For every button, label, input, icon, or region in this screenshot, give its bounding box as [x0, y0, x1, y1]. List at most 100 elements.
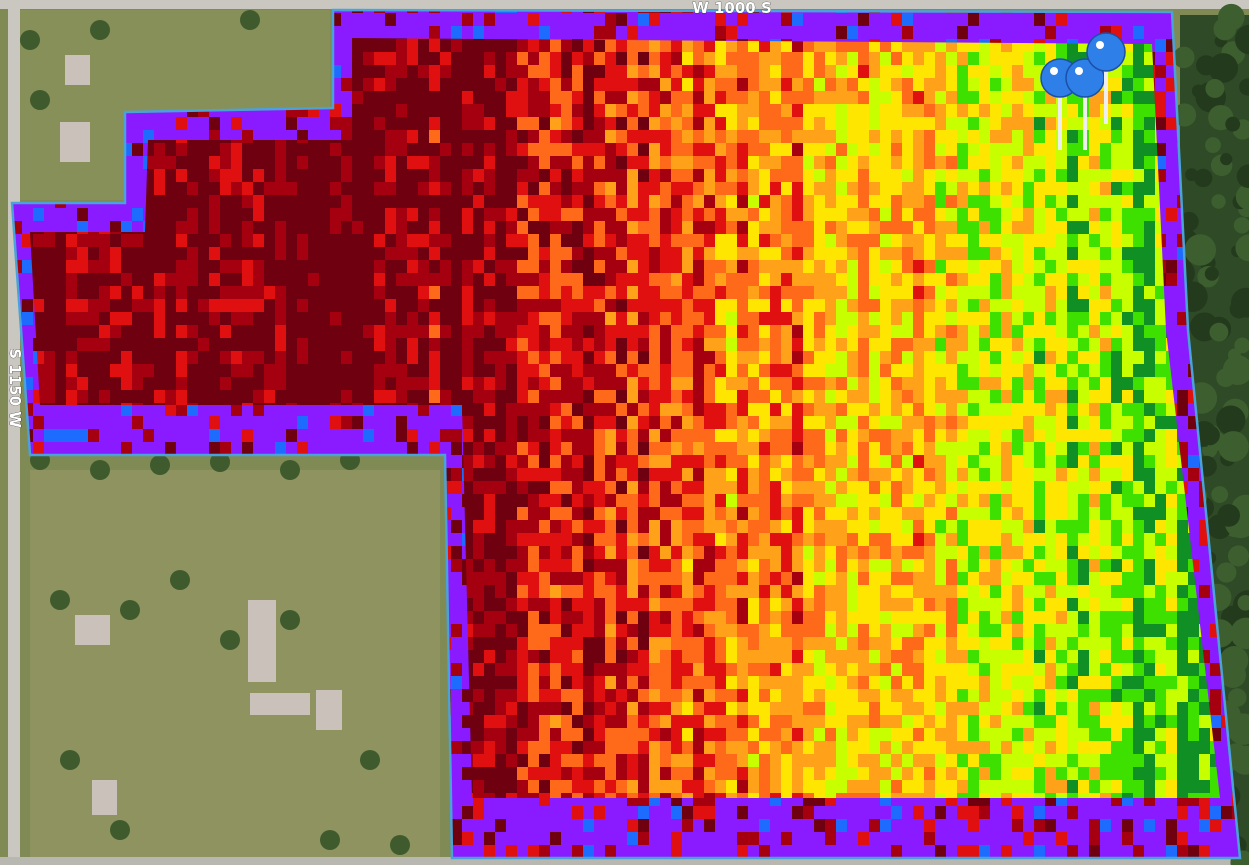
- edge-cell: [1089, 832, 1100, 845]
- yield-cell: [88, 286, 99, 299]
- yield-cell: [220, 234, 231, 247]
- yield-cell: [231, 182, 242, 195]
- yield-cell: [286, 247, 297, 260]
- yield-cell: [253, 364, 264, 377]
- yield-cell: [231, 169, 242, 182]
- yield-cell: [264, 247, 275, 260]
- edge-cell: [836, 26, 847, 39]
- yield-cell: [242, 182, 253, 195]
- yield-cell: [198, 156, 209, 169]
- yield-cell: [264, 390, 275, 403]
- yield-cell: [77, 325, 88, 338]
- yield-cell: [308, 208, 319, 221]
- yield-cell: [297, 169, 308, 182]
- yield-cell: [330, 390, 341, 403]
- edge-cell: [792, 832, 803, 845]
- edge-cell: [1012, 806, 1023, 819]
- edge-cell: [1210, 689, 1221, 702]
- yield-cell: [55, 260, 66, 273]
- yield-cell: [297, 273, 308, 286]
- yield-cell: [66, 390, 77, 403]
- yield-cell: [297, 286, 308, 299]
- yield-cell: [209, 351, 220, 364]
- yield-cell: [253, 325, 264, 338]
- edge-cell: [451, 663, 462, 676]
- edge-cell: [1166, 832, 1177, 845]
- yield-cell: [77, 260, 88, 273]
- yield-cell: [99, 299, 110, 312]
- yield-cell: [143, 273, 154, 286]
- edge-cell: [1166, 325, 1177, 338]
- edge-cell: [165, 442, 176, 455]
- edge-cell: [341, 104, 352, 117]
- yield-cell: [187, 221, 198, 234]
- yield-cell: [264, 325, 275, 338]
- yield-cell: [132, 260, 143, 273]
- yield-cell: [198, 286, 209, 299]
- yield-cell: [176, 273, 187, 286]
- yield-cell: [154, 299, 165, 312]
- yield-cell: [88, 299, 99, 312]
- yield-cell: [88, 273, 99, 286]
- yield-cell: [319, 260, 330, 273]
- yield-cell: [231, 273, 242, 286]
- yield-cell: [286, 195, 297, 208]
- yield-cell: [319, 312, 330, 325]
- yield-cell: [286, 208, 297, 221]
- edge-cell: [1210, 702, 1221, 715]
- yield-cell: [297, 156, 308, 169]
- yield-cell: [209, 299, 220, 312]
- yield-cell: [264, 143, 275, 156]
- edge-cell: [891, 845, 902, 858]
- tree: [280, 610, 300, 630]
- edge-cell: [1122, 819, 1133, 832]
- yield-cell: [187, 247, 198, 260]
- yield-cell: [99, 247, 110, 260]
- yield-cell: [242, 364, 253, 377]
- edge-cell: [594, 26, 605, 39]
- edge-cell: [1177, 845, 1188, 858]
- edge-cell: [726, 845, 737, 858]
- yield-cell: [275, 234, 286, 247]
- edge-cell: [484, 13, 495, 26]
- edge-cell: [693, 845, 704, 858]
- yield-cell: [209, 221, 220, 234]
- edge-cell: [1177, 832, 1188, 845]
- yield-cell: [154, 325, 165, 338]
- yield-cell: [308, 390, 319, 403]
- yield-cell: [275, 247, 286, 260]
- yield-cell: [154, 351, 165, 364]
- yield-cell: [209, 338, 220, 351]
- edge-cell: [1166, 247, 1177, 260]
- yield-cell: [143, 234, 154, 247]
- yield-cell: [308, 273, 319, 286]
- yield-cell: [88, 312, 99, 325]
- edge-cell: [1199, 819, 1210, 832]
- yield-cell: [198, 351, 209, 364]
- yield-cell: [154, 221, 165, 234]
- yield-cell: [231, 338, 242, 351]
- yield-cell: [154, 286, 165, 299]
- tree: [90, 20, 110, 40]
- yield-cell: [330, 273, 341, 286]
- yield-cell: [88, 260, 99, 273]
- yield-cell: [297, 364, 308, 377]
- yield-cell: [154, 156, 165, 169]
- edge-cell: [1188, 455, 1199, 468]
- yield-cell: [66, 377, 77, 390]
- yield-cell: [231, 260, 242, 273]
- yield-cell: [253, 260, 264, 273]
- edge-cell: [693, 806, 704, 819]
- tree: [1184, 234, 1216, 266]
- yield-cell: [176, 260, 187, 273]
- yield-cell: [198, 143, 209, 156]
- edge-cell: [704, 806, 715, 819]
- house: [316, 690, 342, 730]
- yield-cell: [319, 286, 330, 299]
- yield-cell: [286, 260, 297, 273]
- yield-cell: [99, 312, 110, 325]
- yield-cell: [154, 377, 165, 390]
- yield-cell: [88, 390, 99, 403]
- yield-cell: [264, 351, 275, 364]
- edge-cell: [1067, 845, 1078, 858]
